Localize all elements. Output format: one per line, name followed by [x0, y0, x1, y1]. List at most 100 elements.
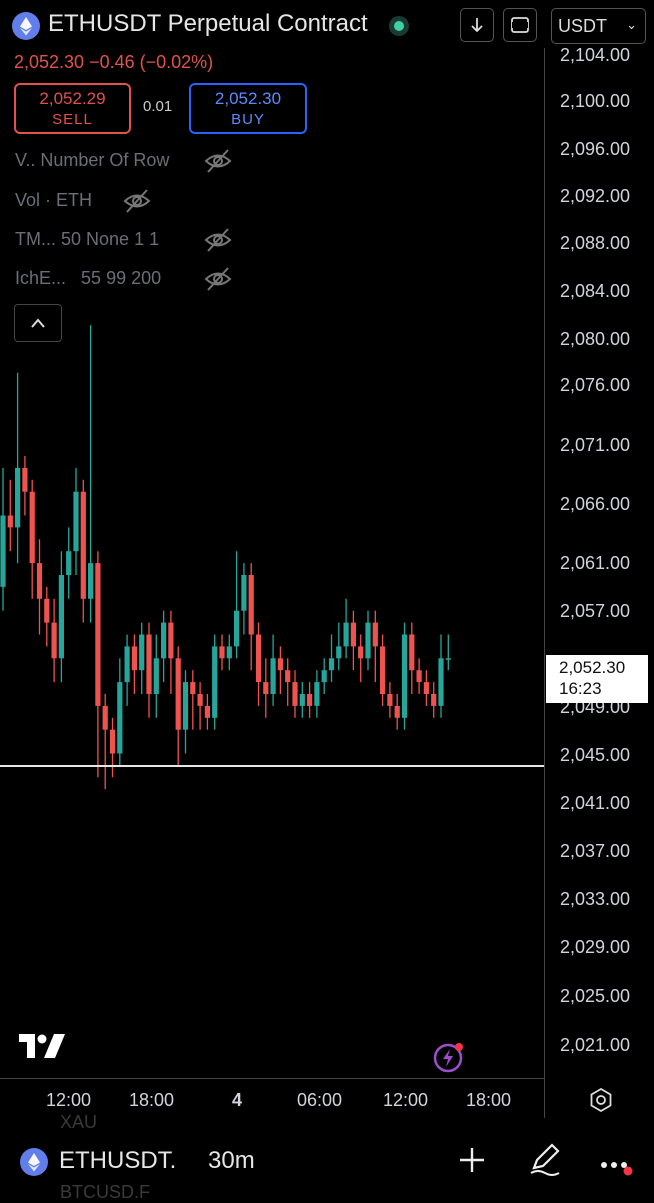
time-axis-tick: 06:00 [297, 1090, 343, 1110]
currency-select[interactable]: USDT ⌄ [551, 8, 646, 44]
tradingview-logo-icon [19, 1034, 65, 1058]
sell-label: SELL [52, 111, 93, 128]
candle [15, 372, 21, 564]
candle [161, 610, 167, 683]
candle [263, 658, 269, 718]
candle [423, 670, 429, 706]
interval-selector[interactable]: 30m [208, 1147, 255, 1174]
candlestick-chart[interactable] [0, 48, 544, 1078]
sell-button[interactable]: 2,052.29 SELL [14, 83, 131, 134]
candle [438, 634, 444, 718]
indicator-name: IchE... [15, 268, 67, 288]
candle [372, 610, 378, 683]
candle [66, 527, 72, 599]
indicator-params: Number Of Row [40, 150, 170, 170]
candle [314, 670, 320, 718]
candle [190, 670, 196, 730]
candle [307, 682, 313, 718]
price-axis-tick: 2,045.00 [560, 745, 631, 765]
candle [219, 634, 225, 671]
price-change-line: 2,052.30 −0.46 (−0.02%) [14, 52, 214, 72]
buy-price: 2,052.30 [214, 89, 282, 108]
candle [365, 610, 371, 671]
candle [255, 622, 262, 706]
horizontal-line[interactable] [0, 765, 545, 768]
price-axis-tick: 2,037.00 [560, 841, 631, 861]
symbol-title[interactable]: ETHUSDT Perpetual Contract [48, 10, 368, 37]
eye-hidden-icon[interactable] [203, 264, 233, 294]
lightning-icon[interactable] [432, 1042, 464, 1074]
indicator-volume-profile[interactable]: V.. Number Of Row [15, 150, 169, 171]
symbol-selector[interactable]: ETHUSDT. [59, 1147, 177, 1174]
candle [197, 682, 203, 730]
settings-icon[interactable] [588, 1087, 614, 1113]
candle [168, 610, 174, 694]
candle [95, 551, 101, 778]
indicator-volume[interactable]: Vol · ETH [15, 190, 92, 211]
candle [117, 658, 123, 766]
buy-label: BUY [231, 111, 265, 128]
download-button[interactable] [460, 8, 494, 42]
price-axis-tick: 2,076.00 [560, 375, 631, 395]
eye-hidden-icon[interactable] [203, 225, 233, 255]
candle [299, 682, 305, 718]
price-axis-tick: 2,029.00 [560, 937, 631, 957]
candle [73, 467, 79, 575]
candle [124, 634, 130, 706]
price-axis-border [544, 48, 545, 1118]
eye-hidden-icon[interactable] [122, 186, 152, 216]
candle [416, 658, 422, 694]
candle [146, 622, 152, 718]
candle [328, 634, 335, 683]
pen-icon[interactable] [528, 1140, 562, 1176]
price-axis-tick: 2,057.00 [560, 601, 631, 621]
candle [350, 610, 356, 671]
plus-icon[interactable] [457, 1145, 487, 1175]
candle [285, 658, 291, 706]
download-icon [471, 18, 483, 33]
candle [292, 670, 298, 718]
price-axis-tick: 2,096.00 [560, 139, 631, 159]
current-price-label: 2,052.30 16:23 [546, 655, 648, 703]
candle [175, 646, 181, 766]
candle [445, 634, 451, 671]
candle [394, 694, 400, 730]
chevron-up-icon [31, 318, 45, 328]
ghost-symbol-above: XAU [60, 1112, 98, 1132]
fullscreen-button[interactable] [503, 8, 537, 42]
indicator-ichimoku[interactable]: IchE... 55 99 200 [15, 268, 161, 289]
candle [102, 694, 108, 790]
buy-button[interactable]: 2,052.30 BUY [189, 83, 307, 134]
candle [131, 634, 137, 694]
currency-value: USDT [558, 16, 607, 36]
candle [109, 717, 116, 778]
candle [409, 622, 415, 694]
ethereum-logo-icon [20, 1148, 48, 1176]
collapse-legend-button[interactable] [14, 304, 62, 342]
indicator-params: 50 None 1 1 [61, 229, 160, 249]
current-price: 2,052.30 [559, 658, 626, 677]
ethereum-logo-icon [12, 12, 40, 40]
price-axis-tick: 2,080.00 [560, 329, 631, 349]
time-axis-tick: 18:00 [466, 1090, 512, 1110]
sell-price: 2,052.29 [39, 89, 106, 108]
candle [226, 634, 232, 671]
price-axis-tick: 2,088.00 [560, 233, 631, 253]
candle [336, 622, 342, 671]
bottom-toolbar [0, 1120, 654, 1200]
eye-hidden-icon[interactable] [203, 146, 233, 176]
candle [431, 682, 437, 718]
candle-countdown: 16:23 [559, 679, 602, 698]
more-icon[interactable] [598, 1150, 634, 1180]
candle [234, 551, 240, 659]
time-axis-tick: 4 [232, 1090, 243, 1110]
indicator-name: Vol · ETH [15, 190, 93, 210]
price-axis-tick: 2,066.00 [560, 494, 631, 514]
indicator-tm[interactable]: TM... 50 None 1 1 [15, 229, 159, 250]
indicator-name: TM... [15, 229, 56, 249]
time-axis-tick: 12:00 [383, 1090, 429, 1110]
candle [44, 586, 50, 647]
candle [212, 634, 218, 730]
price-axis-tick: 2,084.00 [560, 281, 631, 301]
candle [29, 479, 35, 599]
